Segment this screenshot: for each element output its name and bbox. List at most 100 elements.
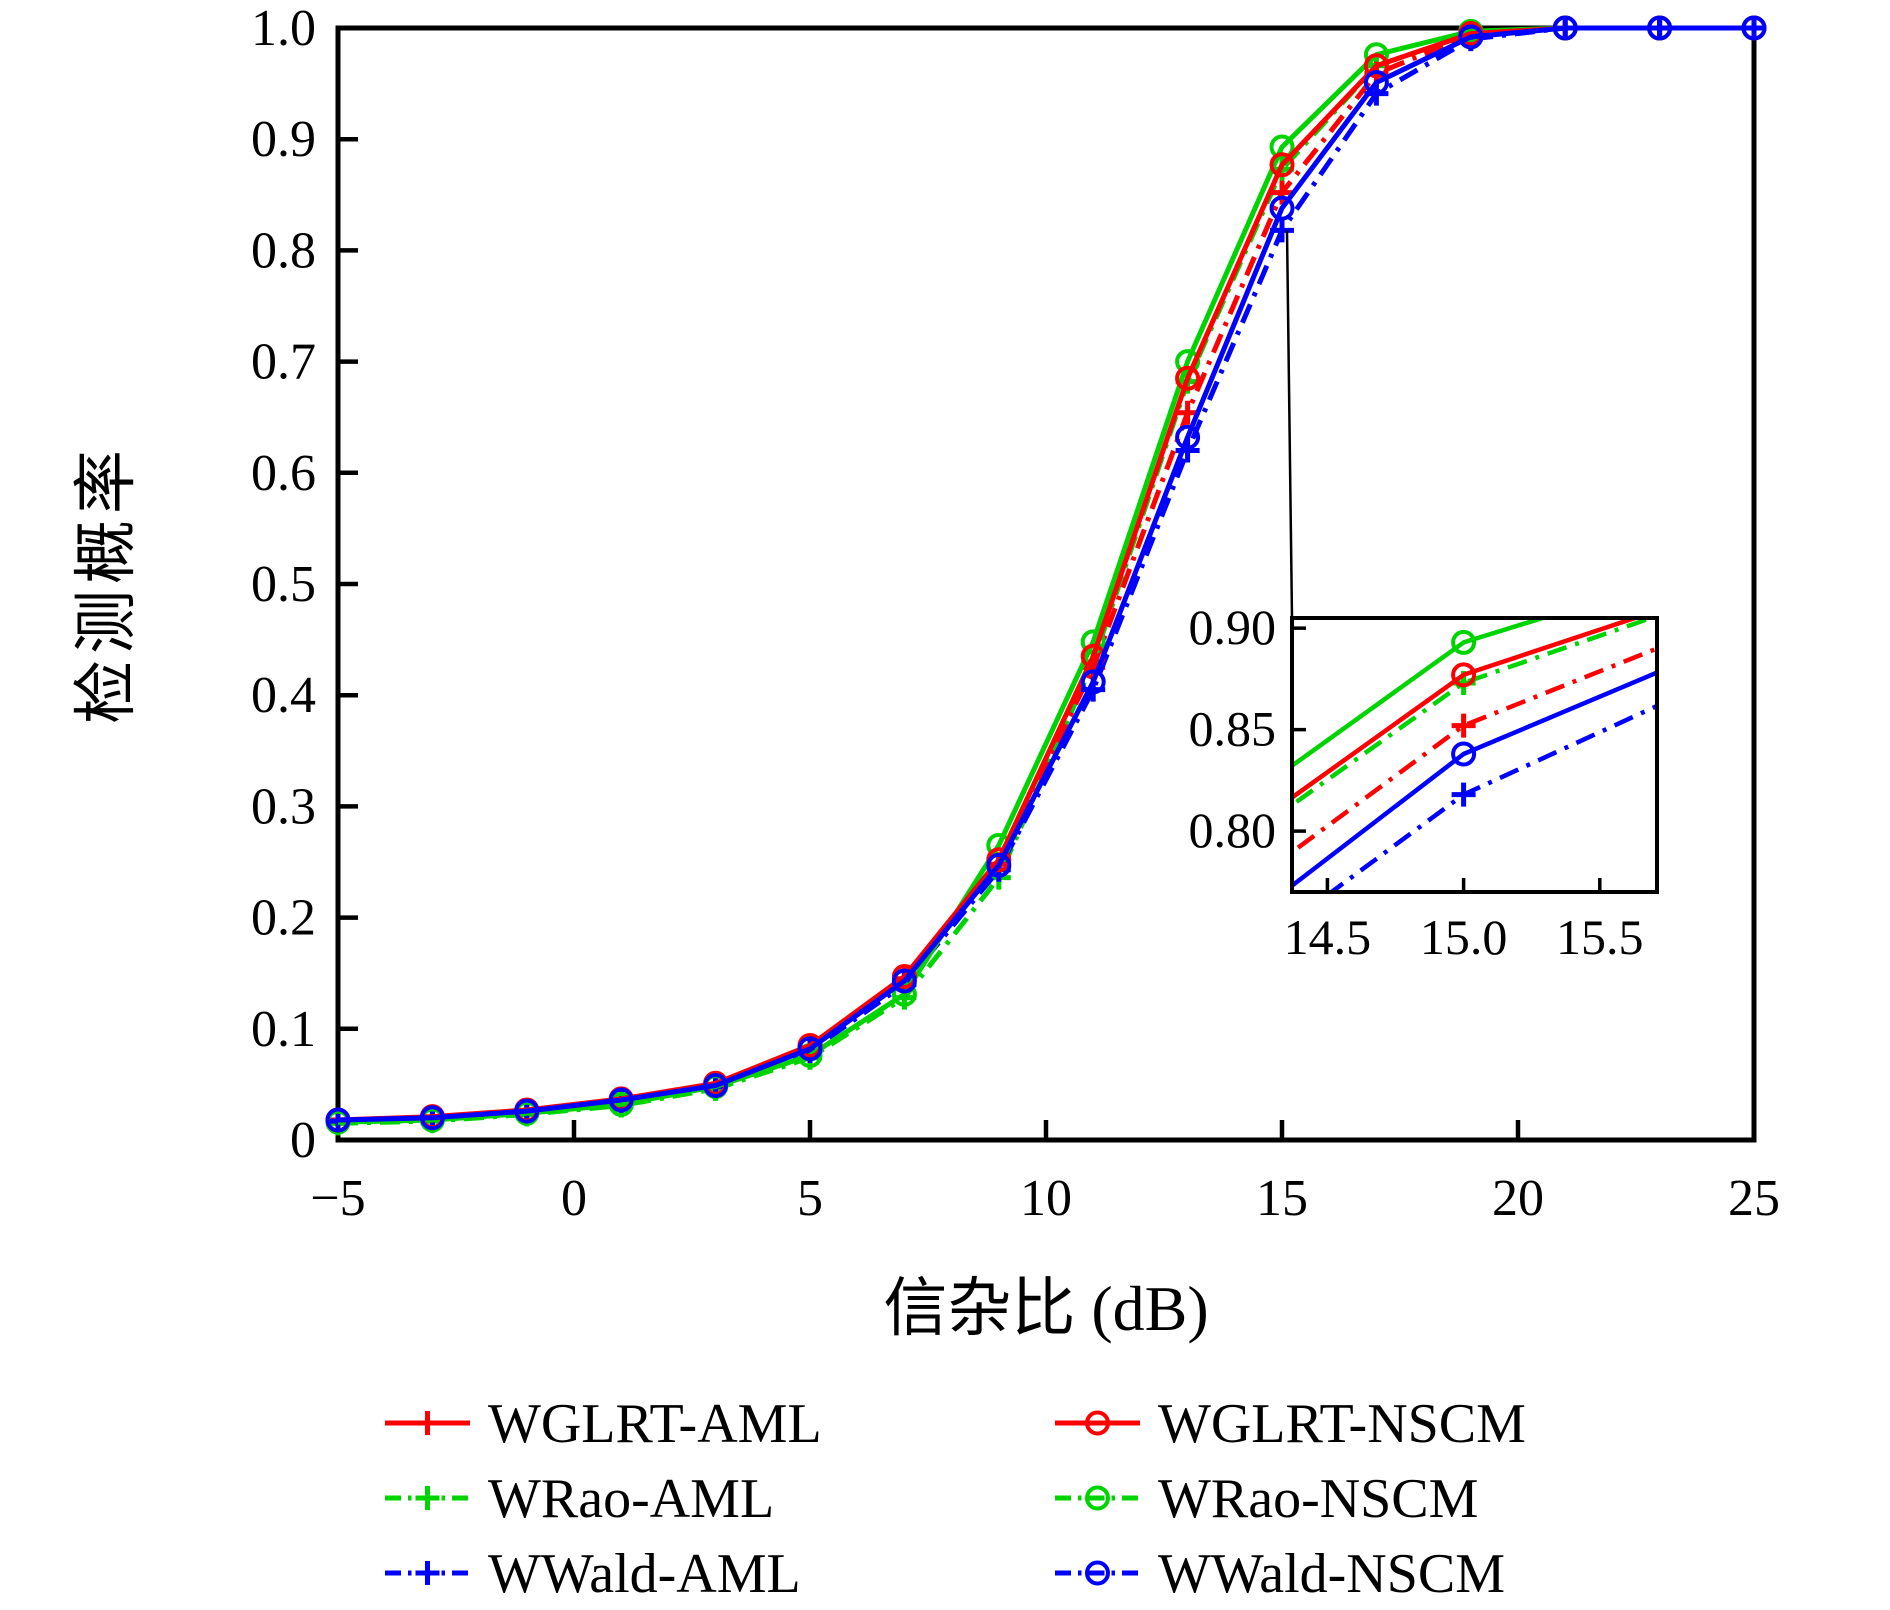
legend-item-WRao-AML: WRao-AML [385, 1468, 774, 1530]
series-marker-WRao-NSCM [1269, 134, 1295, 160]
series-marker-WWald-NSCM [1080, 669, 1106, 695]
series-markers-WWald-AML [1451, 782, 1476, 807]
series-marker-WWald-NSCM [1647, 15, 1673, 41]
legend-label-WWald-AML: WWald-AML [488, 1543, 801, 1605]
inset-x-tick-label: 15.0 [1420, 909, 1508, 965]
y-axis-tick-label: 0.1 [251, 1001, 316, 1058]
series-marker-WGLRT-NSCM [1451, 662, 1477, 688]
y-axis-tick-label: 0.2 [251, 890, 316, 947]
legend-swatch-marker-WRao-NSCM [1085, 1485, 1110, 1511]
series-markers-WWald-NSCM [1451, 741, 1477, 767]
y-axis-tick-label: 0.5 [251, 556, 316, 613]
main-curves [325, 15, 1767, 1136]
series-markers-WGLRT-NSCM [1451, 662, 1477, 688]
legend-item-WGLRT-AML: WGLRT-AML [385, 1393, 822, 1455]
series-marker-WWald-NSCM [325, 1107, 351, 1133]
series-marker-WWald-NSCM [419, 1105, 445, 1131]
legend-swatch-marker-WGLRT-AML [415, 1411, 440, 1435]
series-marker-WWald-NSCM [1175, 424, 1201, 450]
y-axis-tick-label: 0.8 [251, 222, 316, 279]
series-marker-WGLRT-NSCM [1269, 152, 1295, 178]
y-axis-tick-label: 1.0 [251, 0, 316, 57]
series-markers-WGLRT-AML [326, 16, 1766, 1132]
inset-y-tick-label: 0.90 [1189, 599, 1277, 655]
legend-swatch-marker-WWald-NSCM [1085, 1560, 1110, 1586]
x-axis-tick-label: 20 [1492, 1170, 1544, 1227]
legend-item-WGLRT-NSCM: WGLRT-NSCM [1055, 1393, 1526, 1455]
y-axis-tick-label: 0.9 [251, 111, 316, 168]
series-marker-WWald-NSCM [608, 1087, 634, 1113]
inset-x-tick-label: 15.5 [1556, 909, 1644, 965]
legend-swatch-marker-WRao-AML [415, 1486, 440, 1510]
legend-label-WGLRT-AML: WGLRT-AML [488, 1393, 822, 1455]
legend-swatch-marker-WGLRT-NSCM [1085, 1410, 1110, 1436]
series-markers-WGLRT-AML [1451, 713, 1476, 738]
series-marker-WGLRT-NSCM [1175, 365, 1201, 391]
legend-swatch-marker-WWald-AML [415, 1561, 440, 1585]
inset-y-tick-label: 0.85 [1189, 701, 1277, 757]
series-markers-WWald-AML [326, 16, 1766, 1134]
series-marker-WWald-NSCM [891, 968, 917, 994]
x-axis-tick-label: 25 [1728, 1170, 1780, 1227]
series-path-WGLRT-AML [337, 25, 1754, 1123]
series-marker-WGLRT-AML [1451, 713, 1476, 738]
series-marker-WWald-NSCM [703, 1073, 729, 1099]
plot-border [335, 25, 1757, 1143]
series-markers-WWald-NSCM [325, 15, 1767, 1133]
y-axis-tick-label: 0 [290, 1112, 316, 1169]
series-line-WRao-NSCM [337, 25, 1754, 1125]
series-marker-WWald-NSCM [1269, 195, 1295, 221]
legend-label-WRao-AML: WRao-AML [488, 1468, 774, 1530]
series-path-WRao-NSCM [337, 25, 1754, 1125]
series-path-WWald-AML [337, 25, 1754, 1124]
series-marker-WWald-NSCM [797, 1036, 823, 1062]
series-line-WGLRT-NSCM [337, 25, 1754, 1123]
series-marker-WWald-NSCM [986, 852, 1012, 878]
series-path-WGLRT-NSCM [337, 25, 1754, 1123]
series-markers-WRao-NSCM [325, 15, 1767, 1135]
inset-curves [1292, 618, 1657, 892]
series-marker-WRao-NSCM [1175, 349, 1201, 375]
x-axis-tick-label: 0 [561, 1170, 587, 1227]
series-marker-WRao-NSCM [1451, 629, 1477, 655]
series-markers-WRao-NSCM [1451, 629, 1477, 655]
series-marker-WGLRT-NSCM [1363, 53, 1389, 79]
legend-item-WRao-NSCM: WRao-NSCM [1055, 1468, 1478, 1530]
y-axis-tick-label: 0.3 [251, 778, 316, 835]
legend-label-WGLRT-NSCM: WGLRT-NSCM [1158, 1393, 1526, 1455]
x-axis-tick-label: 5 [797, 1170, 823, 1227]
series-marker-WWald-NSCM [1741, 15, 1767, 41]
series-marker-WWald-AML [1451, 782, 1476, 807]
series-marker-WWald-NSCM [1458, 24, 1484, 50]
series-line-WGLRT-AML [337, 25, 1754, 1123]
legend-label-WRao-NSCM: WRao-NSCM [1158, 1468, 1478, 1530]
y-axis-label: 检测概率 [71, 444, 142, 724]
series-marker-WGLRT-AML [1270, 180, 1294, 205]
series-line-WWald-NSCM [337, 25, 1754, 1123]
inset-border [1290, 616, 1659, 894]
series-path-WRao-AML [337, 25, 1754, 1126]
x-axis-tick-label: 10 [1020, 1170, 1072, 1227]
legend-item-WWald-AML: WWald-AML [385, 1543, 801, 1605]
series-markers-WGLRT-NSCM [325, 15, 1767, 1133]
legend-label-WWald-NSCM: WWald-NSCM [1158, 1543, 1505, 1605]
x-axis-label: 信杂比 (dB) [883, 1273, 1208, 1344]
x-axis-tick-label: −5 [310, 1170, 365, 1227]
inset-y-tick-label: 0.80 [1189, 802, 1277, 858]
series-marker-WWald-NSCM [1363, 69, 1389, 95]
series-line-WRao-AML [337, 25, 1754, 1126]
inset-connector-line [1285, 230, 1294, 619]
series-marker-WWald-NSCM [1451, 741, 1477, 767]
inset-x-tick-label: 14.5 [1284, 909, 1372, 965]
y-axis-tick-label: 0.6 [251, 445, 316, 502]
series-markers-WRao-AML [326, 16, 1766, 1136]
series-marker-WWald-NSCM [1552, 15, 1578, 41]
legend-item-WWald-NSCM: WWald-NSCM [1055, 1543, 1505, 1605]
y-axis-tick-label: 0.7 [251, 334, 316, 391]
x-axis-tick-label: 15 [1256, 1170, 1308, 1227]
y-axis-tick-label: 0.4 [251, 667, 316, 724]
series-marker-WWald-NSCM [514, 1098, 540, 1124]
series-line-WWald-AML [337, 25, 1754, 1124]
